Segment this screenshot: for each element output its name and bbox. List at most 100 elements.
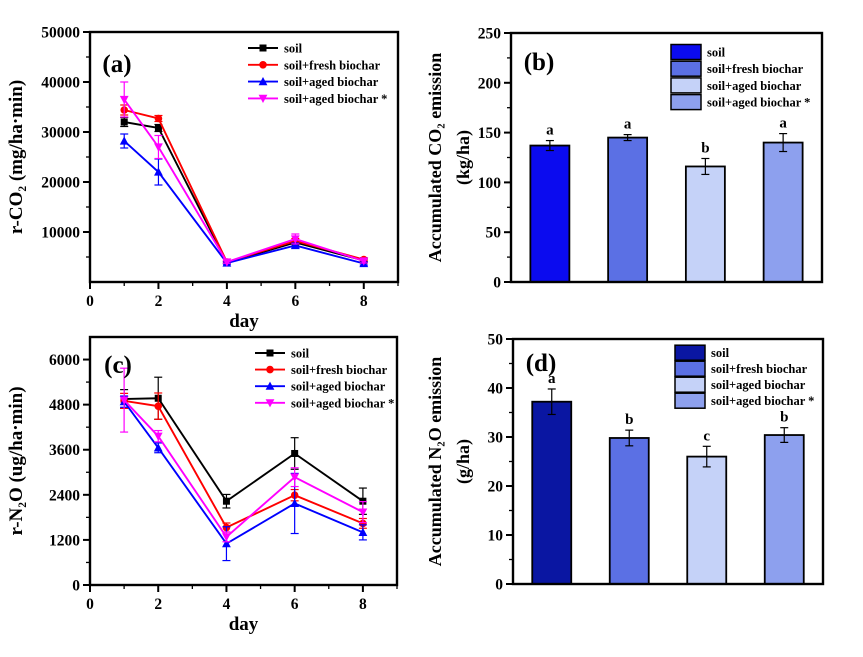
legend-swatch	[674, 360, 706, 377]
triangle-up-marker-icon	[290, 498, 300, 508]
legend-swatch	[674, 392, 706, 409]
y-tick-label: 40000	[41, 75, 80, 92]
bar-rect	[763, 434, 805, 585]
plot-box	[88, 30, 400, 284]
significance-letter: a	[624, 117, 632, 133]
y-axis: 0 50 100 150 200 250	[478, 26, 511, 292]
panel-letter: (d)	[526, 350, 557, 377]
triangle-down-marker-icon	[359, 257, 369, 266]
significance-letter: b	[625, 412, 633, 428]
series-soil	[120, 116, 368, 266]
x-tick-label: 2	[155, 293, 163, 310]
y-tick-label: 150	[478, 125, 502, 142]
panel-c-rn2o-line-chart: 0 1200 2400 3600 4800 6000 0 2 4 6 8 (c) day r-N₂O (u…	[6, 335, 399, 635]
triangle-down-marker-icon	[222, 258, 232, 267]
circle-marker-icon	[154, 114, 163, 123]
x-axis-title: day	[229, 614, 259, 635]
legend: soil soil+fresh biochar soil+aged biochar s…	[674, 344, 814, 409]
bar-rect	[607, 136, 649, 283]
square-marker-icon	[222, 497, 230, 505]
legend-label: soil+aged biochar	[284, 75, 379, 89]
square-marker-icon	[259, 44, 267, 52]
legend-label: soil+aged biochar	[711, 378, 806, 392]
series-soil-aged-biochar	[119, 133, 369, 268]
y-axis: 0 1200 2400 3600 4800 6000	[49, 352, 90, 595]
x-tick-label: 6	[291, 596, 299, 613]
y-tick-label: 30	[488, 430, 504, 447]
triangle-down-marker-icon	[154, 143, 163, 152]
y-tick-label: 4800	[49, 397, 80, 414]
triangle-down-marker-icon	[153, 432, 163, 441]
x-tick-label: 0	[86, 596, 94, 613]
bar-rect	[531, 400, 573, 585]
square-marker-icon	[291, 449, 299, 457]
y-tick-label: 0	[495, 577, 503, 594]
legend-label: soil	[711, 346, 730, 360]
x-axis-title: day	[229, 311, 259, 332]
triangle-down-marker-icon	[290, 235, 300, 244]
square-marker-icon	[120, 118, 128, 126]
triangle-down-marker-icon	[265, 399, 275, 408]
circle-marker-icon	[259, 61, 267, 69]
legend-label: soil+aged biochar	[707, 79, 802, 93]
bar-soil: a	[529, 123, 571, 283]
square-marker-icon	[154, 124, 162, 132]
legend: soil soil+fresh biochar soil+aged biochar s…	[670, 43, 810, 111]
bar-soil-aged-biochar: b	[684, 140, 726, 283]
y-tick-label: 20000	[41, 175, 80, 192]
legend: soil soil+fresh biochar soil+aged biochar s…	[248, 42, 387, 106]
y-axis-title: r-CO₂ (mg/ha·min)	[6, 80, 27, 234]
square-marker-icon	[266, 349, 274, 357]
y-axis-title: (g/ha)	[453, 439, 474, 484]
triangle-down-marker-icon	[222, 533, 231, 542]
bar-rect	[529, 144, 571, 283]
panel-letter: (c)	[104, 352, 132, 379]
y-axis: 10000 20000 30000 40000 50000	[41, 25, 90, 258]
x-tick-label: 8	[359, 596, 367, 613]
legend-label: soil	[707, 46, 726, 60]
triangle-up-marker-icon	[153, 443, 163, 452]
y-tick-label: 100	[478, 175, 502, 192]
bar-rect	[608, 437, 650, 585]
series-line	[124, 121, 365, 264]
bar-soil-aged-biochar-: a	[762, 116, 804, 283]
triangle-down-marker-icon	[358, 508, 368, 517]
legend-label: soil+aged biochar	[291, 380, 386, 394]
y-tick-label: 2400	[49, 487, 80, 504]
y-axis: 0 10 20 30 40 50	[488, 332, 513, 594]
panel-a-rco2-line-chart: 10000 20000 30000 40000 50000 0 2 4 6 8 (a) day r-CO…	[6, 25, 400, 332]
bar-soil-aged-biochar-: b	[763, 410, 805, 585]
y-axis-title: Accumulated CO₂ emission	[425, 53, 445, 262]
bar-rect	[684, 165, 726, 283]
y-tick-label: 0	[72, 578, 80, 595]
series-soil-aged-biochar-	[119, 81, 369, 267]
x-axis: 0 2 4 6 8	[86, 585, 398, 613]
y-tick-label: 6000	[49, 352, 80, 369]
y-axis-title: (kg/ha)	[453, 130, 474, 185]
significance-letter: a	[548, 371, 556, 387]
y-axis-title: r-N₂O (ug/ha·min)	[6, 386, 27, 535]
significance-letter: a	[546, 123, 554, 139]
series-soil-fresh-biochar	[120, 392, 367, 533]
x-tick-label: 8	[360, 293, 368, 310]
bar-rect	[686, 455, 728, 585]
y-tick-label: 0	[493, 275, 501, 292]
triangle-down-marker-icon	[119, 95, 129, 105]
y-tick-label: 1200	[49, 532, 80, 549]
legend-swatch	[674, 376, 706, 393]
legend-label: soil+aged biochar *	[707, 96, 810, 110]
triangle-up-marker-icon	[290, 240, 300, 250]
panel-letter: (a)	[102, 51, 131, 78]
significance-letter: b	[780, 410, 788, 426]
bar-soil-fresh-biochar: a	[607, 117, 649, 283]
y-tick-label: 50	[488, 332, 504, 349]
panel-letter: (b)	[524, 49, 555, 76]
triangle-down-marker-icon	[258, 94, 268, 103]
legend-label: soil	[284, 42, 303, 56]
legend-label: soil+aged biochar *	[711, 394, 814, 408]
panel-b-accumulated-co2-bar-chart: 0 50 100 150 200 250 a a b a (b) Accumulated CO₂ em…	[425, 26, 824, 292]
bar-soil: a	[531, 371, 573, 585]
y-tick-label: 10000	[41, 225, 80, 242]
y-axis-title: Accumulated N₂O emission	[425, 357, 445, 566]
legend-label: soil+aged biochar *	[284, 92, 387, 106]
